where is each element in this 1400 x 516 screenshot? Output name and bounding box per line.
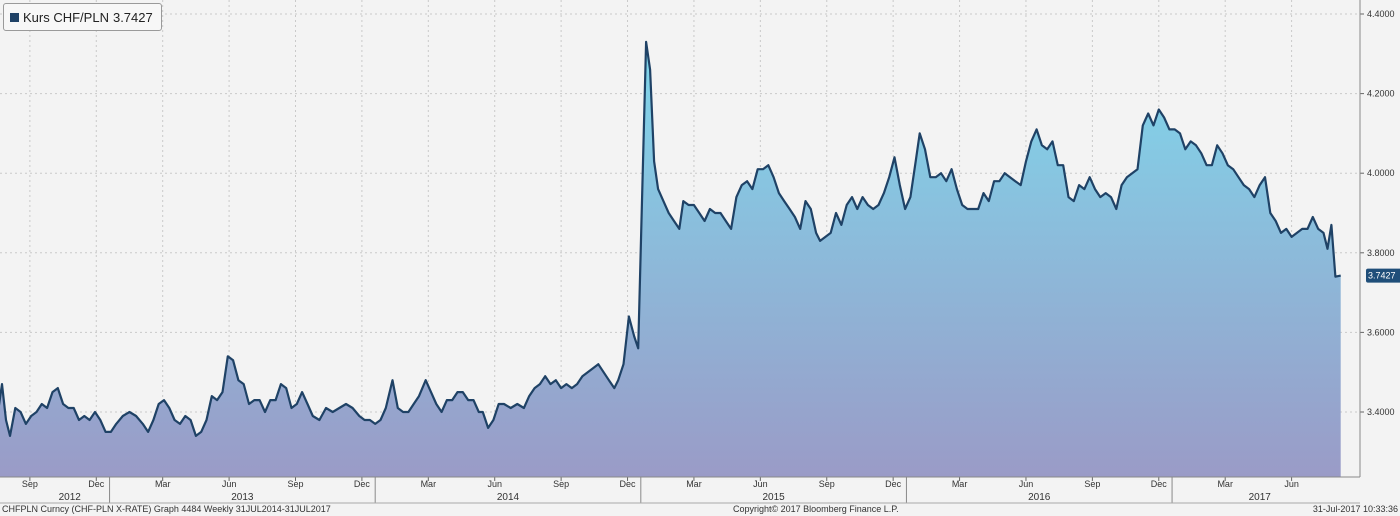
x-tick-label: Jun: [487, 479, 502, 489]
x-tick-label: Sep: [22, 479, 38, 489]
year-label: 2012: [59, 492, 82, 503]
x-tick-label: Mar: [952, 479, 968, 489]
year-label: 2014: [497, 492, 520, 503]
x-tick-label: Jun: [222, 479, 237, 489]
x-tick-label: Jun: [1019, 479, 1034, 489]
y-tick-label: 3.8000: [1367, 248, 1395, 258]
year-label: 2015: [763, 492, 786, 503]
x-tick-label: Dec: [620, 479, 637, 489]
footer-timestamp: 31-Jul-2017 10:33:36: [1312, 504, 1398, 514]
footer-source: CHFPLN Curncy (CHF-PLN X-RATE) Graph 448…: [2, 504, 331, 514]
x-tick-label: Jun: [753, 479, 768, 489]
series-line: [0, 40, 1341, 437]
legend-last-value: 3.7427: [112, 9, 153, 25]
y-tick-label: 4.4000: [1367, 9, 1395, 19]
legend[interactable]: Kurs CHF/PLN 3.7427: [3, 3, 162, 31]
year-label: 2017: [1249, 492, 1272, 503]
y-tick-label: 4.0000: [1367, 168, 1395, 178]
y-tick-label: 4.2000: [1367, 89, 1395, 99]
series-area: [0, 41, 1341, 477]
x-tick-label: Mar: [686, 479, 702, 489]
legend-label: Kurs CHF/PLN: [23, 9, 109, 25]
year-label: 2016: [1028, 492, 1051, 503]
x-tick-label: Sep: [819, 479, 835, 489]
x-tick-label: Dec: [1151, 479, 1168, 489]
x-tick-label: Mar: [1217, 479, 1233, 489]
year-label: 2013: [231, 492, 254, 503]
last-value-label: 3.7427: [1368, 271, 1396, 281]
x-tick-label: Dec: [885, 479, 902, 489]
x-tick-label: Sep: [1084, 479, 1100, 489]
y-axis: 3.4000 3.6000 3.8000 4.0000 4.2000 4.4000: [1359, 0, 1395, 477]
x-tick-label: Mar: [421, 479, 437, 489]
x-tick-label: Dec: [88, 479, 105, 489]
y-tick-label: 3.6000: [1367, 327, 1395, 337]
x-tick-label: Mar: [155, 479, 171, 489]
last-value-box: [1366, 268, 1400, 283]
y-tick-label: 3.4000: [1367, 407, 1395, 417]
x-tick-label: Sep: [553, 479, 569, 489]
x-tick-label: Jun: [1284, 479, 1299, 489]
last-value-badge: 3.7427: [1366, 268, 1400, 283]
x-axis: Sep Dec Mar Jun Sep Dec Mar Jun Sep Dec Mar Jun Sep D…: [0, 476, 1360, 504]
x-tick-label: Sep: [287, 479, 303, 489]
x-tick-label: Dec: [354, 479, 371, 489]
footer-copyright: Copyright© 2017 Bloomberg Finance L.P.: [733, 504, 899, 514]
legend-swatch: [10, 12, 19, 22]
